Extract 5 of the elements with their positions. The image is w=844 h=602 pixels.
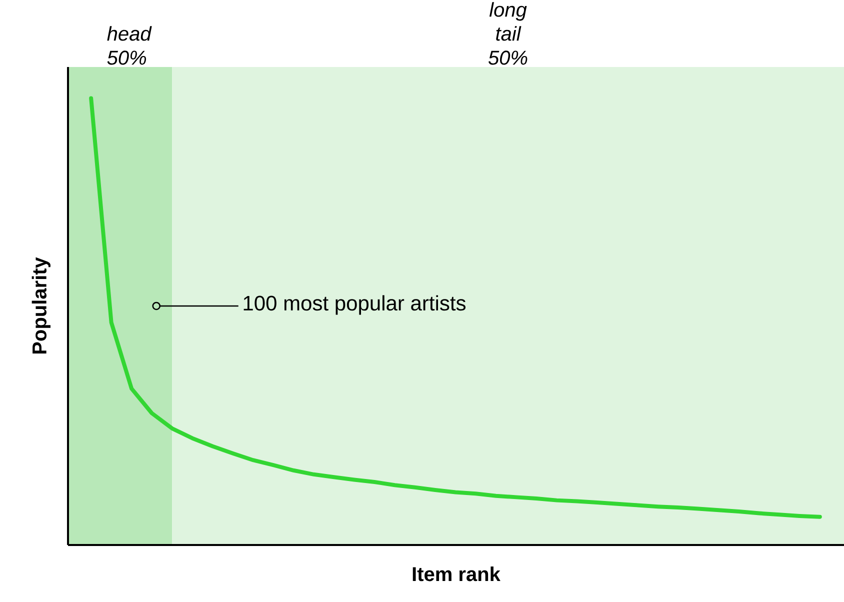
x-axis-title: Item rank [412, 566, 500, 582]
annotation: 100 most popular artists [244, 295, 466, 315]
text: head 50% [107, 26, 152, 65]
y-axis-title: Popularity [32, 257, 50, 354]
text: long tail 50% [488, 2, 528, 65]
